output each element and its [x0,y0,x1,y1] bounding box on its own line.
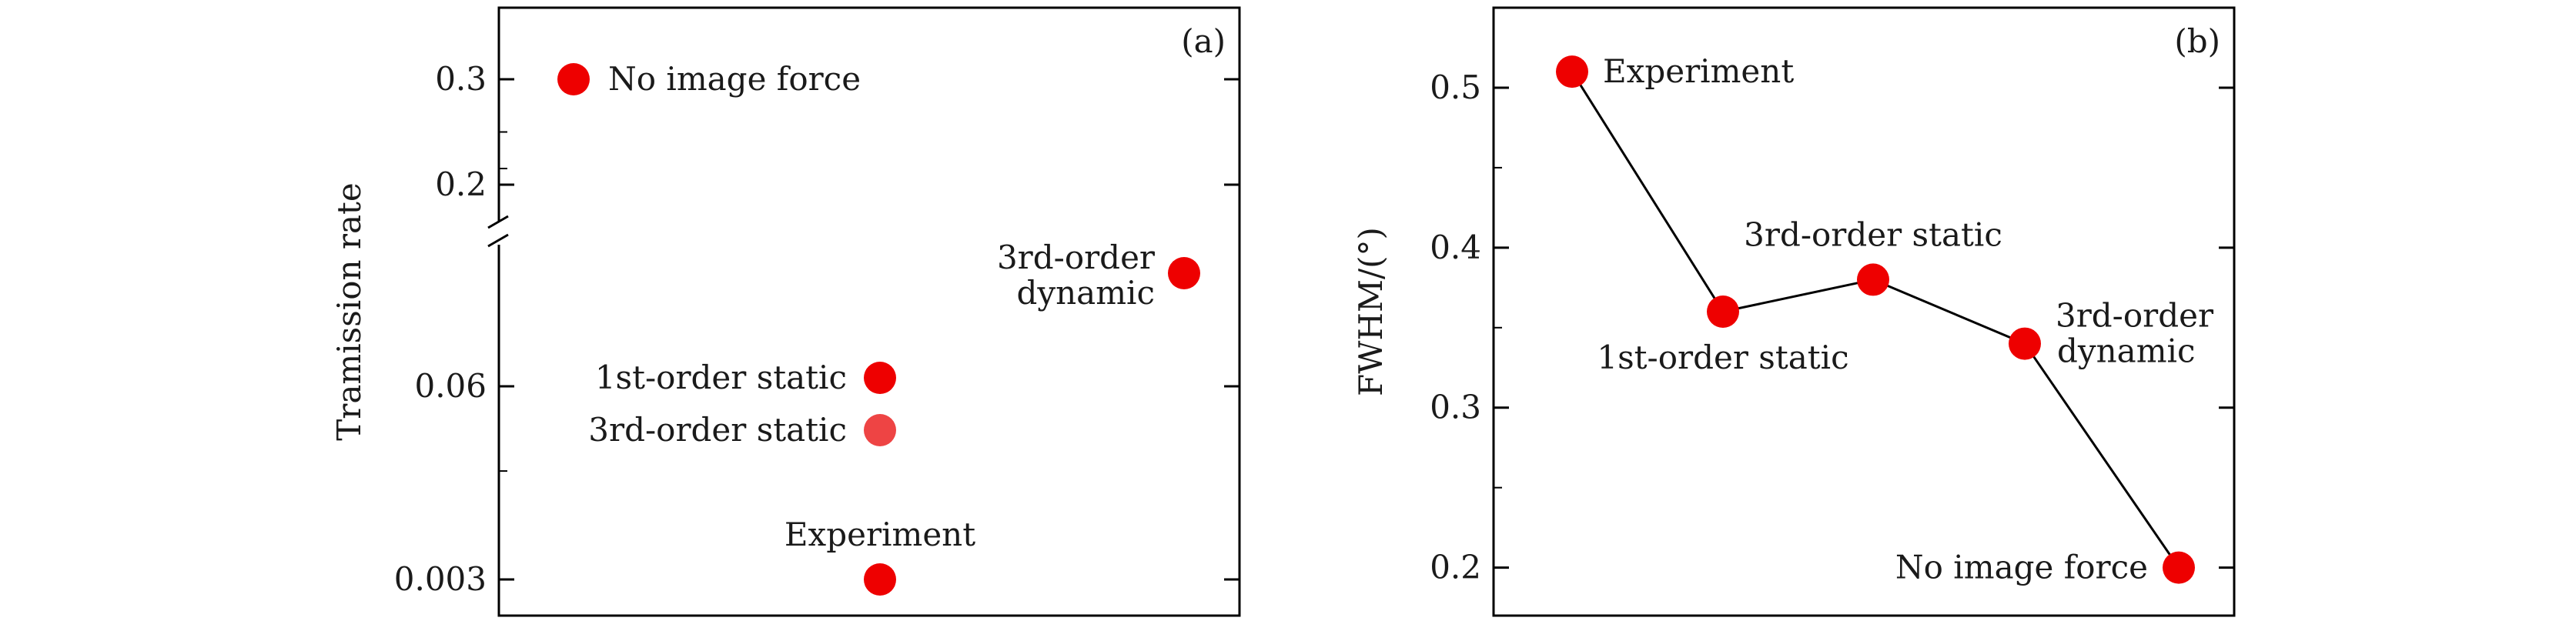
panel-a-point-label: 1st-order static [595,359,847,396]
panel-b-point [2163,551,2195,584]
panel-b-ytick-label: 0.5 [1430,68,1481,106]
panel-a-point-label: Experiment [785,516,975,553]
panel-b-ytick-label: 0.4 [1430,229,1481,266]
panel-a-point [557,63,590,95]
panel-b-point-label: Experiment [1603,52,1794,90]
panel-b-point-label-line: dynamic [2057,332,2195,370]
panel-b-point-label: 3rd-order static [1744,215,2002,253]
panel-a-points: No image force 3rd-order dynamic 1st-order … [557,60,1200,596]
panel-a-point [1168,257,1200,289]
panel-a-ylabel: Tramission rate [330,182,368,440]
panel-a-point-label: No image force [608,60,861,98]
panel-a-ytick-label: 0.3 [435,60,487,98]
panel-b-ytick-label: 0.2 [1430,549,1481,586]
panel-a-label: (a) [1181,22,1226,60]
panel-a-yticks: 0.3 0.2 0.06 0.003 [394,60,1239,598]
panel-a-point-label: 3rd-order dynamic [997,239,1156,312]
panel-a-ytick-label: 0.003 [394,560,487,598]
panel-a-point [864,361,896,394]
panel-b-points: Experiment 1st-order static 3rd-order stat… [1556,52,2214,586]
panel-a-frame [497,6,1241,617]
panel-a-point [864,563,896,596]
panel-b-point [1857,263,1889,296]
panel-b-point-label: No image force [1895,549,2148,586]
panel-b-ylabel: FWHM/(°) [1352,227,1390,396]
panel-b-point [1707,295,1739,328]
panel-a-axis-break-mark [487,233,509,248]
panel-a-point [864,413,896,446]
panel-a-point-label-line: 3rd-order [997,239,1156,276]
panel-a-ytick-label: 0.2 [435,165,487,203]
panel-a-point-label: 3rd-order static [588,411,847,449]
panel-a-point-label-line: dynamic [1017,274,1155,312]
panel-a-ytick-label: 0.06 [414,367,487,405]
panel-b-frame [1492,6,2236,617]
panel-b-point [2009,327,2041,360]
panel-b-label: (b) [2174,22,2220,60]
panel-b-point-label: 1st-order static [1597,339,1848,376]
panel-b-yticks: 0.2 0.3 0.4 0.5 [1430,68,2234,586]
panel-b-point-label-line: 3rd-order [2056,297,2214,335]
panel-b: (b) FWHM/(°) 0.2 0.3 0.4 0.5 Experiment 1st-… [1352,6,2236,617]
panel-b-point-label: 3rd-order dynamic [2056,297,2214,370]
panel-a: (a) Tramission rate 0.3 0.2 0.06 0.003 No i… [330,6,1241,617]
panel-a-axis-break [487,215,509,248]
panel-b-point [1556,55,1588,88]
panel-a-axis-break-mark [487,215,509,229]
panel-b-ytick-label: 0.3 [1430,389,1481,426]
